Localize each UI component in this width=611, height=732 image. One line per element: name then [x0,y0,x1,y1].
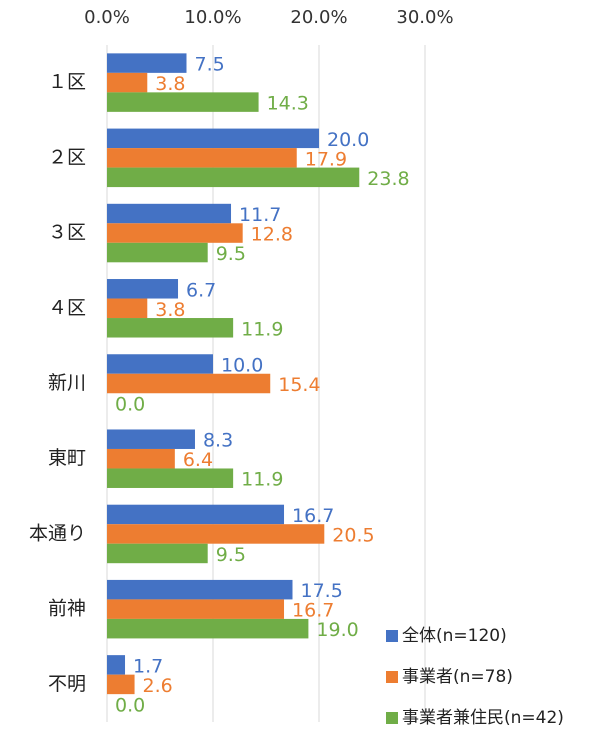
x-tick-label: 10.0% [184,7,241,28]
bar [107,242,208,263]
data-label: 1.7 [133,655,163,677]
data-label: 16.7 [292,600,334,622]
bar [107,92,259,112]
legend-swatch [386,712,398,724]
bar [107,203,232,224]
data-label: 17.5 [301,580,343,602]
bar [107,223,243,243]
legend-label: 事業者兼住民(n=42) [402,708,564,728]
y-tick-label: 不明 [48,673,86,695]
bar [107,524,325,544]
bar [107,504,285,525]
y-tick-label: ４区 [48,297,86,319]
bar [107,128,319,149]
bar [107,53,187,73]
data-label: 10.0 [221,355,263,377]
data-label: 20.5 [332,524,374,546]
bar [107,448,175,469]
data-label: 11.9 [241,318,283,340]
y-tick-label: 本通り [29,522,86,544]
data-label: 3.8 [155,73,185,95]
bar [107,354,213,374]
data-label: 11.7 [239,204,281,226]
data-label: 2.6 [143,675,173,697]
data-label: 19.0 [316,619,358,641]
bar [107,373,271,394]
bar [107,599,285,619]
data-label: 6.7 [186,279,216,301]
y-tick-label: １区 [48,71,86,93]
y-tick-label: ３区 [48,222,86,244]
bar [107,148,297,168]
data-label: 12.8 [251,224,293,246]
bar [107,579,293,600]
bar [107,618,309,639]
data-label: 14.3 [267,93,309,115]
data-label: 20.0 [327,129,369,151]
y-tick-label: ２区 [48,146,86,168]
data-label: 0.0 [115,394,145,416]
bar [107,318,234,338]
data-label: 15.4 [278,374,320,396]
data-label: 9.5 [216,243,246,265]
legend-label: 全体(n=120) [402,626,507,646]
data-label: 8.3 [203,430,233,452]
data-label: 3.8 [155,299,185,321]
x-tick-label: 30.0% [396,7,453,28]
bar [107,674,135,695]
data-label: 9.5 [216,544,246,566]
data-label: 23.8 [367,168,409,190]
x-tick-label: 20.0% [290,7,347,28]
bar [107,72,148,93]
y-tick-label: 東町 [48,447,86,469]
bar [107,429,195,449]
bar [107,468,234,488]
legend-swatch [386,671,398,683]
bar [107,655,126,675]
data-label: 6.4 [183,449,213,471]
data-label: 16.7 [292,505,334,527]
y-tick-label: 新川 [48,372,86,394]
data-label: 17.9 [305,148,347,170]
bar [107,298,148,319]
x-tick-label: 0.0% [84,7,130,28]
data-label: 11.9 [241,469,283,491]
bar [107,167,360,188]
legend-label: 事業者(n=78) [402,667,513,687]
legend-swatch [386,630,398,642]
bar [107,279,179,299]
y-tick-label: 前神 [48,598,86,620]
data-label: 7.5 [195,54,225,76]
data-label: 0.0 [115,694,145,716]
bar [107,543,208,564]
